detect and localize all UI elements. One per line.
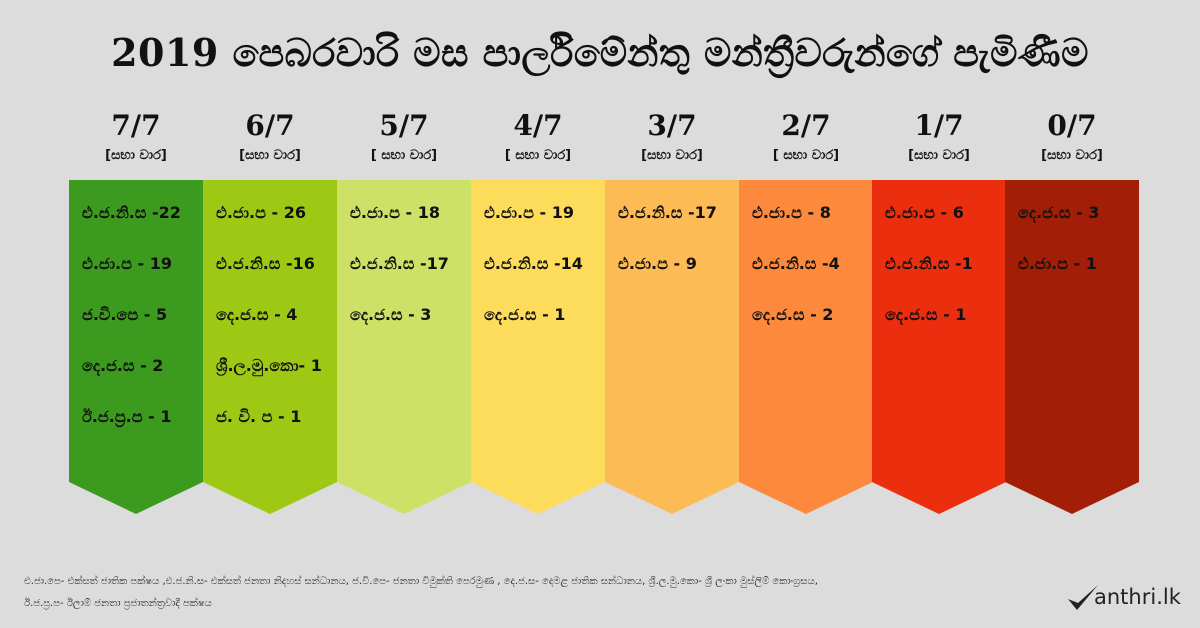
party-count: එ.ජා.ප - 8	[752, 203, 831, 222]
party-count: එ.ජ.නි.ස -16	[216, 254, 315, 273]
party-count: එ.ජ.නි.ස -22	[82, 203, 181, 222]
attendance-fraction: 4/7	[513, 109, 563, 142]
arrow-banner	[872, 180, 1006, 514]
attendance-column: 2/7 [ සභා වාර] එ.ජා.ප - 8 එ.ජ.නි.ස -4 දෙ.ජ.ස…	[739, 108, 873, 514]
sitting-label: [සභා වාර]	[1041, 148, 1103, 163]
party-count: එ.ජා.ප - 9	[618, 254, 697, 273]
attendance-column: 7/7 [සභා වාර] එ.ජ.නි.ස -22 එ.ජා.ප - 19 ජ.වි.…	[69, 108, 203, 514]
attendance-fraction: 3/7	[647, 109, 697, 142]
sitting-label: [සභා වාර]	[239, 148, 301, 163]
party-count: ජ.වි.පෙ - 5	[82, 305, 168, 324]
party-count: ඊ.ජ.ප්‍ර.ප - 1	[82, 407, 172, 426]
party-count: දෙ.ජ.ස - 2	[82, 356, 164, 375]
party-count: දෙ.ජ.ස - 2	[752, 305, 834, 324]
sitting-label: [ සභා වාර]	[772, 148, 840, 163]
arrow-banner	[1005, 180, 1139, 514]
attendance-fraction: 6/7	[245, 109, 295, 142]
party-list: එ.ජා.ප - 18 එ.ජ.නි.ස -17 දෙ.ජ.ස - 3	[337, 200, 471, 353]
party-count: ශ්‍රී.ල.මු.කො- 1	[216, 356, 322, 375]
party-count: දෙ.ජ.ස - 3	[350, 305, 432, 324]
party-list: එ.ජා.ප - 19 එ.ජ.නි.ස -14 දෙ.ජ.ස - 1	[471, 200, 605, 353]
legend-line-1: එ.ජා.පෙ- එක්සත් ජාතික පක්ෂය ,එ.ජ.නි.ස- එ…	[24, 576, 818, 587]
checkmark-icon	[1068, 585, 1098, 610]
arrow-banner	[69, 180, 203, 514]
attendance-column: 6/7 [සභා වාර] එ.ජා.ප - 26 එ.ජ.නි.ස -16 දෙ.ජ.…	[203, 108, 337, 514]
attendance-column: 5/7 [ සභා වාර] එ.ජා.ප - 18 එ.ජ.නි.ස -17 දෙ.ජ…	[337, 108, 471, 514]
party-count: ජ. වි. ප - 1	[216, 407, 302, 426]
party-count: එ.ජා.ප - 26	[216, 203, 306, 222]
party-list: එ.ජ.නි.ස -22 එ.ජා.ප - 19 ජ.වි.පෙ - 5 දෙ.ජ.ස…	[69, 200, 203, 455]
sitting-label: [සභා වාර]	[641, 148, 703, 163]
page-title: 2019 පෙබරවාරි මස පාර්ලිමේන්තු මන්ත්‍රීවර…	[111, 30, 1089, 75]
legend-line-2: ඊ.ජ.ප්‍ර.ප- ඊලාම් ජනතා ප්‍රජාතන්ත්‍රවාදී…	[24, 598, 212, 609]
party-count: දෙ.ජ.ස - 1	[885, 305, 967, 324]
arrow-banner	[471, 180, 605, 514]
attendance-column: 1/7 [සභා වාර] එ.ජා.ප - 6 එ.ජ.නි.ස -1 දෙ.ජ.ස …	[872, 108, 1006, 514]
attendance-column: 4/7 [ සභා වාර] එ.ජා.ප - 19 එ.ජ.නි.ස -14 දෙ.ජ…	[471, 108, 605, 514]
party-count: එ.ජ.නි.ස -17	[618, 203, 717, 222]
attendance-fraction: 1/7	[914, 109, 964, 142]
sitting-label: [ සභා වාර]	[504, 148, 572, 163]
attendance-fraction: 0/7	[1047, 109, 1097, 142]
party-list: එ.ජ.නි.ස -17 එ.ජා.ප - 9	[605, 200, 739, 302]
party-count: එ.ජ.නි.ස -4	[752, 254, 840, 273]
party-count: දෙ.ජ.ස - 4	[216, 305, 298, 324]
sitting-label: [සභා වාර]	[105, 148, 167, 163]
party-list: එ.ජා.ප - 6 එ.ජ.නි.ස -1 දෙ.ජ.ස - 1	[872, 200, 1006, 353]
attendance-fraction: 5/7	[379, 109, 429, 142]
party-count: එ.ජා.ප - 19	[82, 254, 172, 273]
party-count: එ.ජා.ප - 19	[484, 203, 574, 222]
attendance-fraction: 7/7	[111, 109, 161, 142]
party-count: එ.ජා.ප - 6	[885, 203, 964, 222]
attendance-fraction: 2/7	[781, 109, 831, 142]
arrow-banner	[337, 180, 471, 514]
arrow-banner	[203, 180, 337, 514]
arrow-banner	[605, 180, 739, 514]
party-list: එ.ජා.ප - 8 එ.ජ.නි.ස -4 දෙ.ජ.ස - 2	[739, 200, 873, 353]
party-count: එ.ජා.ප - 18	[350, 203, 440, 222]
manthri-logo[interactable]: anthri.lk	[1066, 583, 1186, 613]
attendance-column: 0/7 [සභා වාර] දෙ.ජ.ස - 3 එ.ජා.ප - 1	[1005, 108, 1139, 514]
party-count: දෙ.ජ.ස - 3	[1018, 203, 1100, 222]
party-count: එ.ජා.ප - 1	[1018, 254, 1097, 273]
arrow-banner	[739, 180, 873, 514]
party-count: එ.ජ.නි.ස -14	[484, 254, 583, 273]
sitting-label: [සභා වාර]	[908, 148, 970, 163]
logo-text: anthri.lk	[1094, 585, 1181, 609]
party-list: දෙ.ජ.ස - 3 එ.ජා.ප - 1	[1005, 200, 1139, 302]
party-count: දෙ.ජ.ස - 1	[484, 305, 566, 324]
attendance-column: 3/7 [සභා වාර] එ.ජ.නි.ස -17 එ.ජා.ප - 9	[605, 108, 739, 514]
party-count: එ.ජ.නි.ස -17	[350, 254, 449, 273]
party-count: එ.ජ.නි.ස -1	[885, 254, 973, 273]
party-list: එ.ජා.ප - 26 එ.ජ.නි.ස -16 දෙ.ජ.ස - 4 ශ්‍රී.ල…	[203, 200, 337, 455]
sitting-label: [ සභා වාර]	[370, 148, 438, 163]
